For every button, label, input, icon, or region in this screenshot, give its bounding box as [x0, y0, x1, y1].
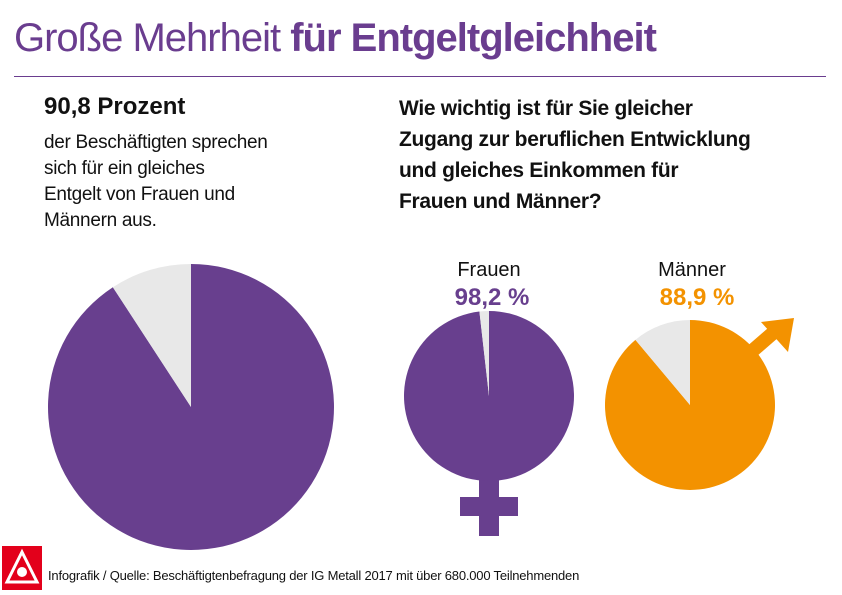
- description-line: Entgelt von Frauen und: [44, 184, 235, 205]
- survey-question: Wie wichtig ist für Sie gleicher Zugang …: [399, 93, 819, 217]
- description-line: Männern aus.: [44, 210, 157, 231]
- pie-slice-1-1: [479, 311, 489, 396]
- title-divider: [14, 76, 826, 77]
- pie-chart-overall: [47, 264, 334, 550]
- pie-men-value-label: 88,9 %: [660, 284, 735, 311]
- ig-metall-logo-icon: [2, 546, 42, 590]
- pie-slice-0-0: [47, 264, 334, 550]
- description-line: sich für ein gleiches: [44, 158, 205, 179]
- female-symbol-icon: [460, 480, 518, 536]
- pie-women-value-label: 98,2 %: [455, 284, 530, 311]
- pie-men-title: Männer: [658, 259, 726, 281]
- headline-percentage: 90,8 Prozent: [44, 93, 186, 120]
- question-line: Frauen und Männer?: [399, 190, 602, 213]
- male-symbol-icon: [746, 318, 794, 358]
- pie-chart-women: [403, 311, 574, 482]
- pie-women-title: Frauen: [457, 259, 520, 281]
- pie-slice-0-1: [112, 264, 191, 407]
- description-line: der Beschäftigten sprechen: [44, 132, 268, 153]
- pie-slice-2-1: [635, 320, 690, 405]
- question-line: Wie wichtig ist für Sie gleicher: [399, 97, 693, 120]
- pie-chart-men: [605, 320, 775, 490]
- question-line: und gleiches Einkommen für: [399, 159, 679, 182]
- headline-description: der Beschäftigten sprechen sich für ein …: [44, 130, 324, 234]
- question-line: Zugang zur beruflichen Entwicklung: [399, 128, 751, 151]
- page-title: Große Mehrheit für Entgeltgleichheit: [14, 16, 657, 61]
- source-footnote: Infografik / Quelle: Beschäftigtenbefrag…: [48, 568, 580, 583]
- title-regular: Große Mehrheit: [14, 16, 281, 60]
- title-bold: für Entgeltgleichheit: [290, 16, 657, 60]
